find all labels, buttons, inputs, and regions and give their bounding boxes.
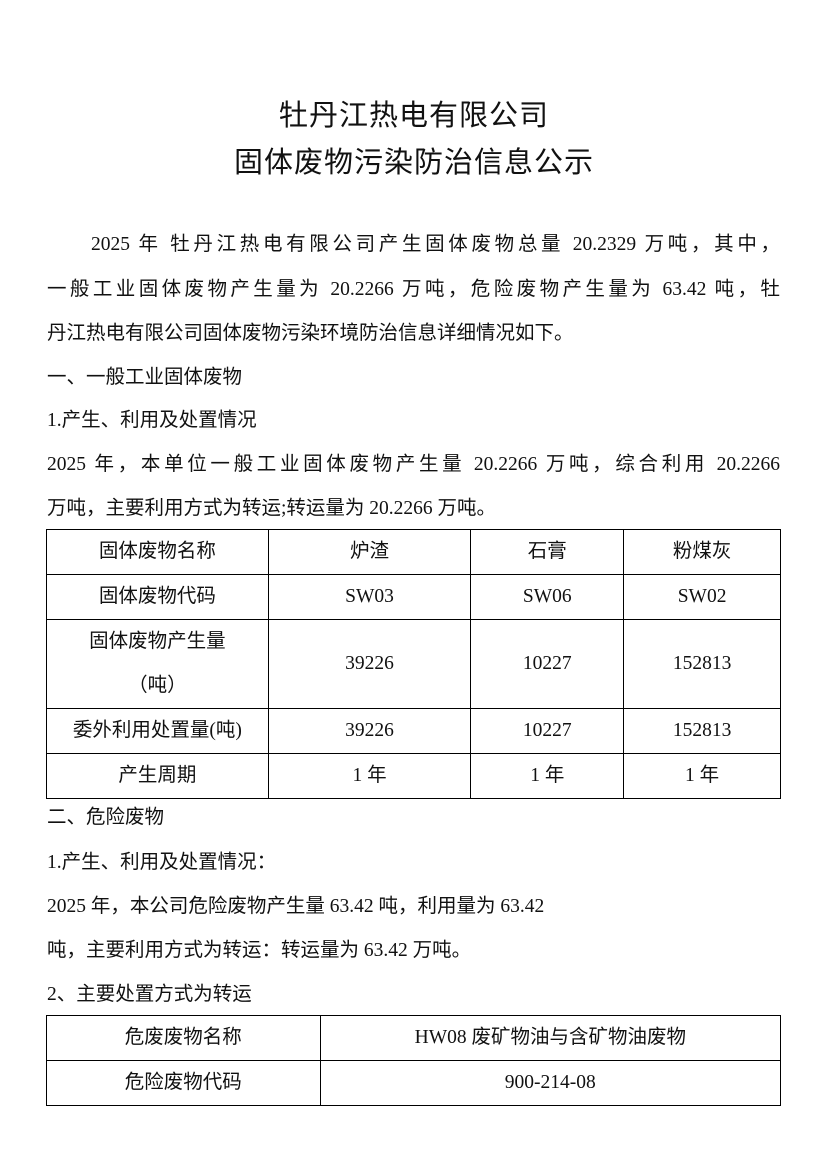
cell: 10227 <box>470 619 625 709</box>
section2-line: 吨，主要利用方式为转运：转运量为 63.42 万吨。 <box>47 940 472 961</box>
cell: 152813 <box>623 708 781 754</box>
section1-heading: 一、一般工业固体废物 <box>47 367 243 388</box>
cell: 39226 <box>267 708 472 754</box>
header-cell: 炉渣 <box>267 529 472 575</box>
section2-subheading2: 2、主要处置方式为转运 <box>47 984 252 1005</box>
solid-waste-table: 固体废物名称 炉渣 石膏 粉煤灰 固体废物代码 SW03 SW06 SW02 固… <box>46 529 781 799</box>
intro-line: 丹江热电有限公司固体废物污染环境防治信息详细情况如下。 <box>47 323 574 344</box>
intro-line: 2025 年 牡丹江热电有限公司产生固体废物总量 20.2329 万吨，其中， <box>91 234 780 255</box>
header-cell: 固体废物名称 <box>46 529 269 575</box>
cell: SW02 <box>623 574 781 620</box>
section1-line: 2025 年，本单位一般工业固体废物产生量 20.2266 万吨，综合利用 20… <box>47 454 780 475</box>
cell: HW08 废矿物油与含矿物油废物 <box>319 1015 782 1061</box>
cell: 1 年 <box>267 753 472 799</box>
table-row: 固体废物产生量 （吨） 39226 10227 152813 <box>46 619 781 709</box>
cell: 152813 <box>623 619 781 709</box>
cell: 1 年 <box>623 753 781 799</box>
header-cell: 粉煤灰 <box>623 529 781 575</box>
table-row: 危险废物代码 900-214-08 <box>46 1060 782 1106</box>
intro-line: 一般工业固体废物产生量为 20.2266 万吨，危险废物产生量为 63.42 吨… <box>47 279 780 300</box>
row-label-main: 固体废物产生量 <box>89 631 226 652</box>
row-label: 危险废物代码 <box>46 1060 321 1106</box>
cell: SW03 <box>267 574 472 620</box>
cell: 10227 <box>470 708 625 754</box>
table-row: 固体废物代码 SW03 SW06 SW02 <box>46 574 781 620</box>
row-label-unit: （吨） <box>128 675 187 696</box>
header-cell: 石膏 <box>470 529 625 575</box>
cell: 39226 <box>267 619 472 709</box>
row-label: 产生周期 <box>46 753 269 799</box>
title-company: 牡丹江热电有限公司 <box>278 100 549 132</box>
hazardous-waste-table: 危废废物名称 HW08 废矿物油与含矿物油废物 危险废物代码 900-214-0… <box>46 1015 782 1106</box>
cell: SW06 <box>470 574 625 620</box>
title-subject: 固体废物污染防治信息公示 <box>233 147 594 179</box>
cell: 900-214-08 <box>319 1060 782 1106</box>
section1-line: 万吨，主要利用方式为转运;转运量为 20.2266 万吨。 <box>47 498 497 519</box>
table-row: 产生周期 1 年 1 年 1 年 <box>46 753 781 799</box>
table-header-row: 固体废物名称 炉渣 石膏 粉煤灰 <box>46 529 781 575</box>
row-label: 危废废物名称 <box>46 1015 321 1061</box>
row-label: 固体废物产生量 （吨） <box>46 619 269 709</box>
section2-heading: 二、危险废物 <box>47 807 165 828</box>
section1-subheading: 1.产生、利用及处置情况 <box>47 410 257 431</box>
section2-line: 2025 年，本公司危险废物产生量 63.42 吨，利用量为 63.42 <box>47 896 545 917</box>
cell: 1 年 <box>470 753 625 799</box>
row-label: 固体废物代码 <box>46 574 269 620</box>
table-row: 危废废物名称 HW08 废矿物油与含矿物油废物 <box>46 1015 782 1061</box>
section2-subheading: 1.产生、利用及处置情况： <box>47 852 277 873</box>
table-row: 委外利用处置量(吨) 39226 10227 152813 <box>46 708 781 754</box>
row-label: 委外利用处置量(吨) <box>46 708 269 754</box>
